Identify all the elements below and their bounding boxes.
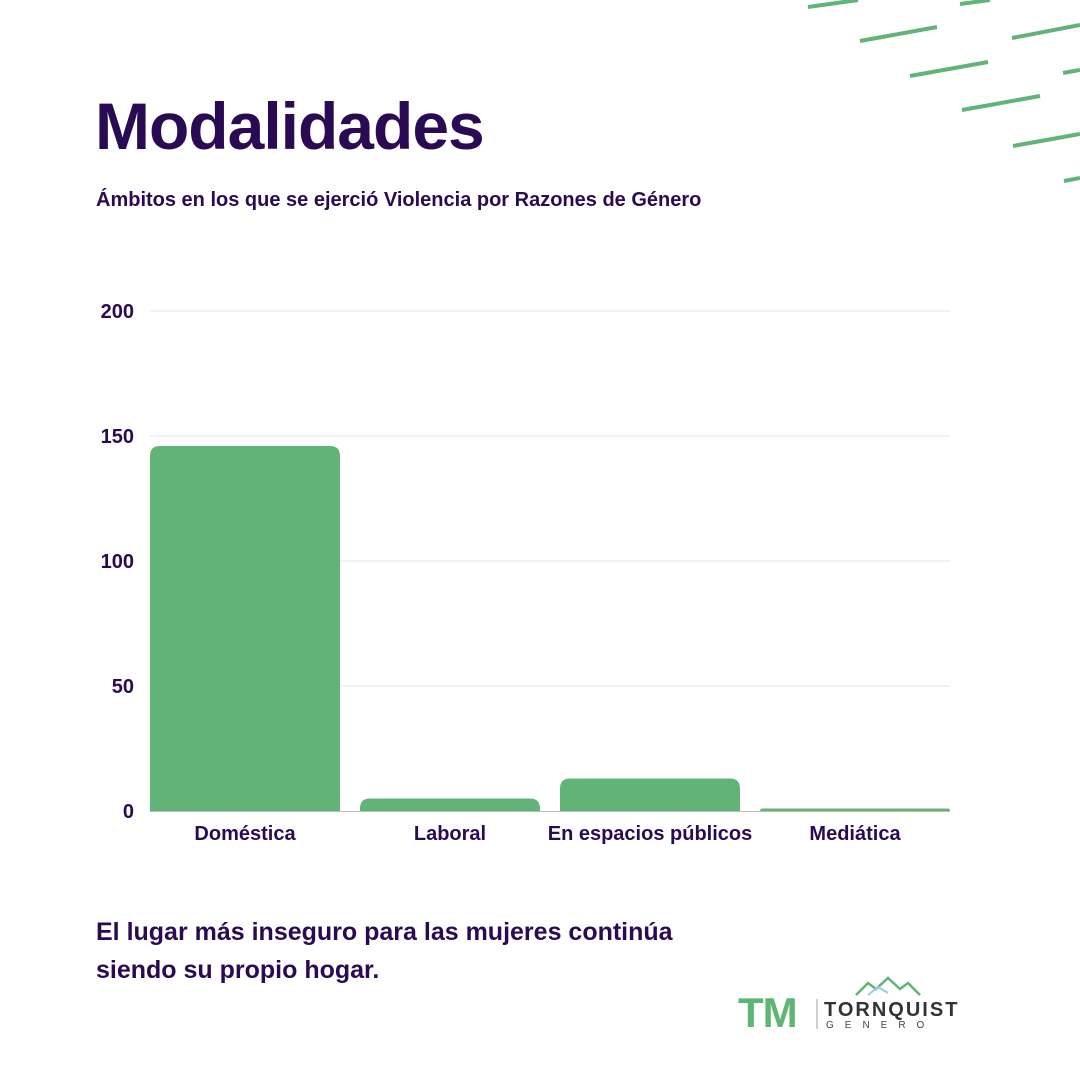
mountains-icon xyxy=(855,976,921,996)
x-category-label: En espacios públicos xyxy=(548,823,753,845)
footer-message: El lugar más inseguro para las mujeres c… xyxy=(96,918,673,984)
x-category-label: Mediática xyxy=(809,823,901,845)
brand-logo: TM TORNQUIST GENERO xyxy=(738,975,960,1036)
page-subtitle: Ámbitos en los que se ejerció Violencia … xyxy=(96,189,702,211)
bar-3 xyxy=(760,808,950,811)
bar-2 xyxy=(560,778,740,811)
logo-subtitle: GENERO xyxy=(826,1020,936,1031)
bar-0 xyxy=(150,446,340,811)
y-tick-label: 0 xyxy=(123,801,134,823)
chart-labels: 0 50 100 150 200 Doméstica Laboral En espacios … xyxy=(101,301,902,845)
y-tick-label: 50 xyxy=(112,676,134,698)
chart-bars xyxy=(150,446,950,811)
x-category-label: Doméstica xyxy=(194,823,296,845)
bar-1 xyxy=(360,798,540,811)
y-tick-label: 100 xyxy=(101,551,134,573)
y-tick-label: 150 xyxy=(101,426,134,448)
x-category-label: Laboral xyxy=(414,823,486,845)
page-title: Modalidades xyxy=(95,89,485,163)
logo-name: TORNQUIST xyxy=(824,999,960,1021)
logo-divider xyxy=(816,999,818,1029)
y-tick-label: 200 xyxy=(101,301,134,323)
logo-mark: TM xyxy=(738,989,798,1036)
